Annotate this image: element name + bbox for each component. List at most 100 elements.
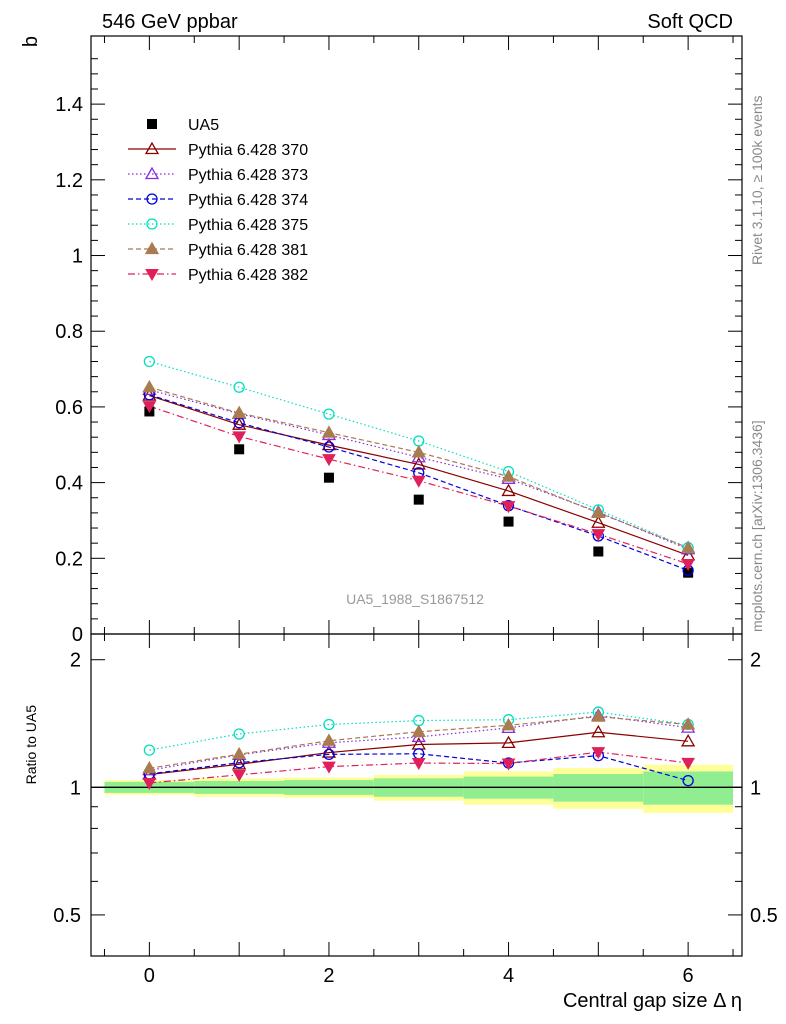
main-series-0-point (593, 546, 604, 557)
legend-label: Pythia 6.428 375 (188, 217, 308, 234)
main-series-6-point (142, 401, 157, 414)
main-series-6-point (322, 454, 336, 467)
mcplots-side-label: mcplots.cern.ch [arXiv:1306.3436] (749, 420, 765, 632)
main-plot-panel: 0 0.2 0.4 0.6 0.8 1 1.2 1.4 UA5 Pythia 6.428 370… (55, 35, 743, 646)
ratio-series-0-point (232, 757, 247, 770)
ratio-y-tick-label-right: 0.5 (750, 905, 778, 927)
ratio-y-axis-label: Ratio to UA5 (23, 705, 39, 785)
legend-marker (144, 141, 160, 155)
main-series-5-point (591, 505, 606, 519)
main-series-0-point (323, 472, 334, 483)
ratio-y-tick-label-right: 2 (750, 650, 761, 672)
legend-marker (146, 218, 158, 230)
main-series-0-point (683, 567, 694, 578)
main-y-tick-label: 1.4 (55, 94, 83, 116)
ratio-series-0-point (411, 737, 426, 750)
x-tick-label: 4 (503, 965, 514, 987)
ratio-series-markers (142, 706, 696, 790)
ratio-inner-band (643, 771, 734, 805)
main-series-5-point (232, 405, 247, 419)
ratio-series-4-point (681, 717, 696, 730)
ratio-series-0-point (501, 735, 516, 749)
ratio-series-4-point (411, 724, 426, 737)
ratio-uncertainty-bands (91, 764, 742, 813)
main-series-1-point (321, 437, 337, 451)
main-y-tick-label: 1 (72, 246, 83, 268)
legend-label: Pythia 6.428 374 (188, 192, 308, 209)
legend-label: Pythia 6.428 370 (188, 142, 308, 159)
x-tick-label: 0 (144, 965, 155, 987)
legend-marker (145, 269, 159, 282)
main-series-6-point (411, 475, 426, 488)
main-series-markers (142, 355, 696, 578)
main-series-5-point (411, 445, 426, 458)
main-series-0-point (503, 516, 514, 527)
legend-marker (147, 119, 157, 129)
main-series-5-point (681, 540, 696, 553)
ratio-y-tick-label-right: 1 (750, 777, 761, 799)
ratio-series-4-point (142, 760, 157, 774)
main-y-tick-label: 0.2 (55, 548, 83, 570)
x-tick-label: 2 (323, 965, 334, 987)
ratio-series-4-point (321, 733, 337, 746)
ratio-series-4-point (591, 709, 606, 722)
legend-label: Pythia 6.428 381 (188, 242, 308, 259)
main-y-tick-label: 0.8 (55, 321, 83, 343)
main-series-6-point (681, 558, 695, 571)
ratio-series-5-point (232, 769, 247, 782)
x-tick-label: 6 (683, 965, 694, 987)
main-series-1-point (501, 483, 516, 497)
main-series-0-point (413, 494, 424, 505)
main-series-4-point (323, 408, 335, 420)
ratio-series-3-point (323, 718, 335, 731)
main-series-lines (149, 360, 689, 571)
ratio-series-0-point (591, 724, 606, 738)
main-y-axis-label: b (20, 36, 42, 47)
legend-label: Pythia 6.428 382 (188, 267, 308, 284)
main-series-0-point (234, 444, 245, 455)
ratio-series-0-point (321, 745, 337, 758)
main-y-tick-label: 0 (72, 624, 83, 646)
ratio-y-tick-label: 1 (70, 777, 81, 799)
rivet-side-label: Rivet 3.1.10, ≥ 100k events (749, 95, 765, 265)
legend-marker (144, 166, 160, 180)
ratio-plot-frame (90, 633, 743, 957)
ratio-series-5-point (142, 777, 157, 790)
main-series-4-point (233, 381, 245, 393)
ratio-axes: 0 2 4 6 0.5 0.5 1 1 2 2 (53, 633, 778, 987)
legend-label: UA5 (188, 117, 219, 134)
ratio-y-tick-label: 0.5 (53, 905, 81, 927)
main-series-6-point (591, 529, 606, 542)
main-series-4-point (143, 355, 156, 368)
main-series-1-point (232, 417, 247, 430)
ratio-plot-panel: 0 2 4 6 0.5 0.5 1 1 2 2 (53, 633, 778, 987)
main-series-3-point (323, 441, 335, 453)
ratio-series-2-point (682, 774, 694, 787)
main-y-tick-label: 0.6 (55, 397, 83, 419)
main-series-1-point (411, 457, 426, 470)
ratio-series-3-point (413, 714, 425, 727)
legend-marker (144, 241, 160, 255)
main-series-6-point (501, 501, 516, 514)
main-y-tick-label: 1.2 (55, 170, 83, 192)
ratio-series-0-point (681, 733, 696, 747)
ratio-series-3-point (143, 744, 156, 756)
main-series-1-point (591, 515, 606, 528)
legend-label: Pythia 6.428 373 (188, 167, 308, 184)
main-series-6-point (232, 431, 247, 444)
main-series-1-line (149, 394, 689, 556)
ratio-y-tick-label: 2 (70, 650, 81, 672)
chart-title-right: Soft QCD (647, 11, 733, 33)
ratio-series-3-point (233, 728, 245, 740)
main-series-3-line (149, 394, 689, 571)
ratio-series-0-line (149, 731, 689, 776)
ratio-series-2-point (323, 748, 335, 761)
analysis-watermark: UA5_1988_S1867512 (346, 591, 484, 607)
x-axis-label: Central gap size Δ η (563, 990, 742, 1012)
main-series-5-point (501, 469, 516, 482)
ratio-series-5-point (322, 761, 336, 774)
ratio-series-5-point (681, 757, 695, 770)
ratio-series-4-point (232, 746, 247, 760)
ratio-series-5-point (411, 758, 426, 771)
